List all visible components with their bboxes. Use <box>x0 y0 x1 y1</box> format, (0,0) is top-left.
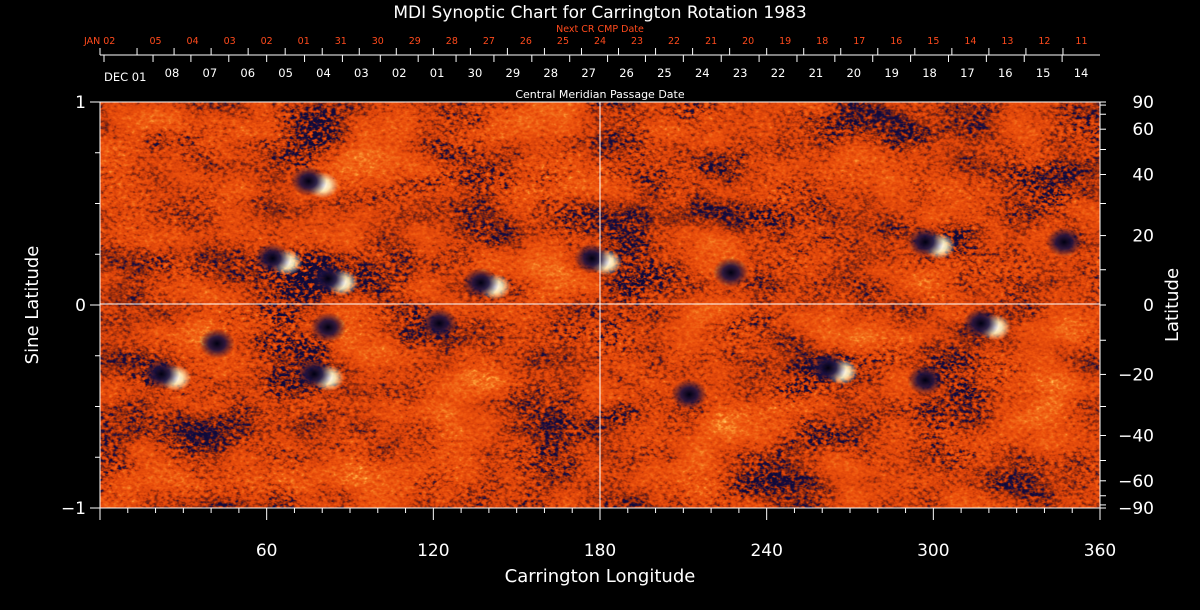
next-cr-date-label: 02 <box>261 36 273 47</box>
cmp-date-label: 23 <box>733 66 748 80</box>
negative-flux-patch <box>810 352 847 383</box>
next-cr-date-label: 01 <box>298 36 310 47</box>
y-left-tick-label: −1 <box>61 499 86 519</box>
next-cr-date-label: 26 <box>520 36 532 47</box>
negative-flux-patch <box>296 359 333 390</box>
chart-title: MDI Synoptic Chart for Carrington Rotati… <box>393 3 806 23</box>
next-cr-date-label: 20 <box>742 36 754 47</box>
negative-flux-patch <box>907 227 944 258</box>
next-cr-date-label: 30 <box>372 36 384 47</box>
x-tick-label: 120 <box>417 541 449 561</box>
x-tick-label: 180 <box>584 541 616 561</box>
next-cr-label: Next CR CMP Date <box>556 24 644 35</box>
cmp-date-label: 20 <box>846 66 861 80</box>
x-tick-label: 300 <box>917 541 949 561</box>
next-cr-date-label: 14 <box>964 36 976 47</box>
y-right-tick-label: 40 <box>1132 166 1154 186</box>
y-left-tick-label: 1 <box>75 93 86 113</box>
y-right-tick-label: −40 <box>1118 426 1154 446</box>
y-left-tick-label: 0 <box>75 296 86 316</box>
cmp-date-label: 16 <box>998 66 1013 80</box>
next-cr-date-label: 21 <box>705 36 717 47</box>
next-cr-date-label: JAN 02 <box>83 36 115 47</box>
y-right-tick-label: 90 <box>1132 93 1154 113</box>
negative-flux-patch <box>310 312 347 343</box>
negative-flux-patch <box>1046 227 1083 258</box>
cmp-date-label: 18 <box>922 66 937 80</box>
negative-flux-patch <box>290 166 327 197</box>
axes <box>90 48 1106 520</box>
cmp-date-label: 06 <box>240 66 255 80</box>
next-cr-date-label: 05 <box>150 36 162 47</box>
y-right-tick-label: 60 <box>1132 120 1154 140</box>
negative-flux-patch <box>574 243 610 274</box>
next-cr-date-label: 04 <box>187 36 199 47</box>
negative-flux-patch <box>199 328 235 359</box>
next-cr-date-label: 19 <box>779 36 791 47</box>
next-cr-date-label: 28 <box>446 36 458 47</box>
y-right-tick-label: 0 <box>1143 296 1154 316</box>
cmp-date-label: 22 <box>771 66 786 80</box>
cmp-date-label: 17 <box>960 66 975 80</box>
cmp-date-label: 25 <box>657 66 672 80</box>
next-cr-date-label: 18 <box>816 36 828 47</box>
next-cr-date-label: 29 <box>409 36 421 47</box>
next-cr-date-label: 22 <box>668 36 680 47</box>
cmp-date-label: 02 <box>392 66 407 80</box>
negative-flux-patch <box>421 308 458 339</box>
next-cr-date-label: 27 <box>483 36 495 47</box>
next-cr-date-label: 12 <box>1038 36 1050 47</box>
next-cr-date-label: 17 <box>853 36 865 47</box>
cmp-date-label: 14 <box>1074 66 1089 80</box>
cmp-date-label: 26 <box>619 66 634 80</box>
cmp-date-label: 05 <box>278 66 293 80</box>
cmp-date-label: 07 <box>203 66 218 80</box>
y-right-tick-label: 20 <box>1132 227 1154 247</box>
negative-flux-patch <box>962 308 999 339</box>
next-cr-date-label: 13 <box>1001 36 1013 47</box>
cmp-date-label: 28 <box>543 66 558 80</box>
next-cr-date-label: 16 <box>890 36 902 47</box>
y-axis-left-title: Sine Latitude <box>22 246 43 365</box>
cmp-date-label: 03 <box>354 66 369 80</box>
negative-flux-patch <box>907 365 944 396</box>
next-cr-date-label: 11 <box>1075 36 1087 47</box>
cmp-date-label: 29 <box>506 66 521 80</box>
negative-flux-patch <box>671 379 708 410</box>
cmp-date-label: 19 <box>884 66 899 80</box>
cmp-date-label: 27 <box>581 66 596 80</box>
next-cr-date-label: 31 <box>335 36 347 47</box>
y-right-tick-label: −90 <box>1118 499 1154 519</box>
y-axis-right-title: Latitude <box>1162 268 1183 342</box>
y-right-tick-label: −20 <box>1118 365 1154 385</box>
cmp-axis-title: Central Meridian Passage Date <box>515 88 684 101</box>
negative-flux-patch <box>143 359 180 390</box>
next-cr-date-label: 25 <box>557 36 569 47</box>
negative-flux-patch <box>462 267 499 298</box>
x-axis-title: Carrington Longitude <box>505 566 696 587</box>
cmp-date-label: 21 <box>809 66 824 80</box>
cmp-date-label: 01 <box>430 66 445 80</box>
cmp-date-label: DEC 01 <box>104 70 146 84</box>
cmp-date-label: 04 <box>316 66 331 80</box>
negative-flux-patch <box>310 263 347 294</box>
y-right-tick-label: −60 <box>1118 472 1154 492</box>
next-cr-date-label: 15 <box>927 36 939 47</box>
active-regions <box>143 166 1083 410</box>
cmp-date-label: 15 <box>1036 66 1051 80</box>
x-tick-label: 360 <box>1084 541 1116 561</box>
magnetogram-plot <box>100 102 1100 508</box>
cmp-date-label: 08 <box>165 66 180 80</box>
next-cr-date-label: 23 <box>631 36 643 47</box>
next-cr-date-label: 03 <box>224 36 236 47</box>
x-tick-label: 240 <box>750 541 782 561</box>
x-tick-label: 60 <box>256 541 278 561</box>
negative-flux-patch <box>712 257 749 288</box>
cmp-date-label: 24 <box>695 66 710 80</box>
next-cr-date-label: 24 <box>594 36 606 47</box>
cmp-date-label: 30 <box>468 66 483 80</box>
negative-flux-patch <box>254 243 291 274</box>
